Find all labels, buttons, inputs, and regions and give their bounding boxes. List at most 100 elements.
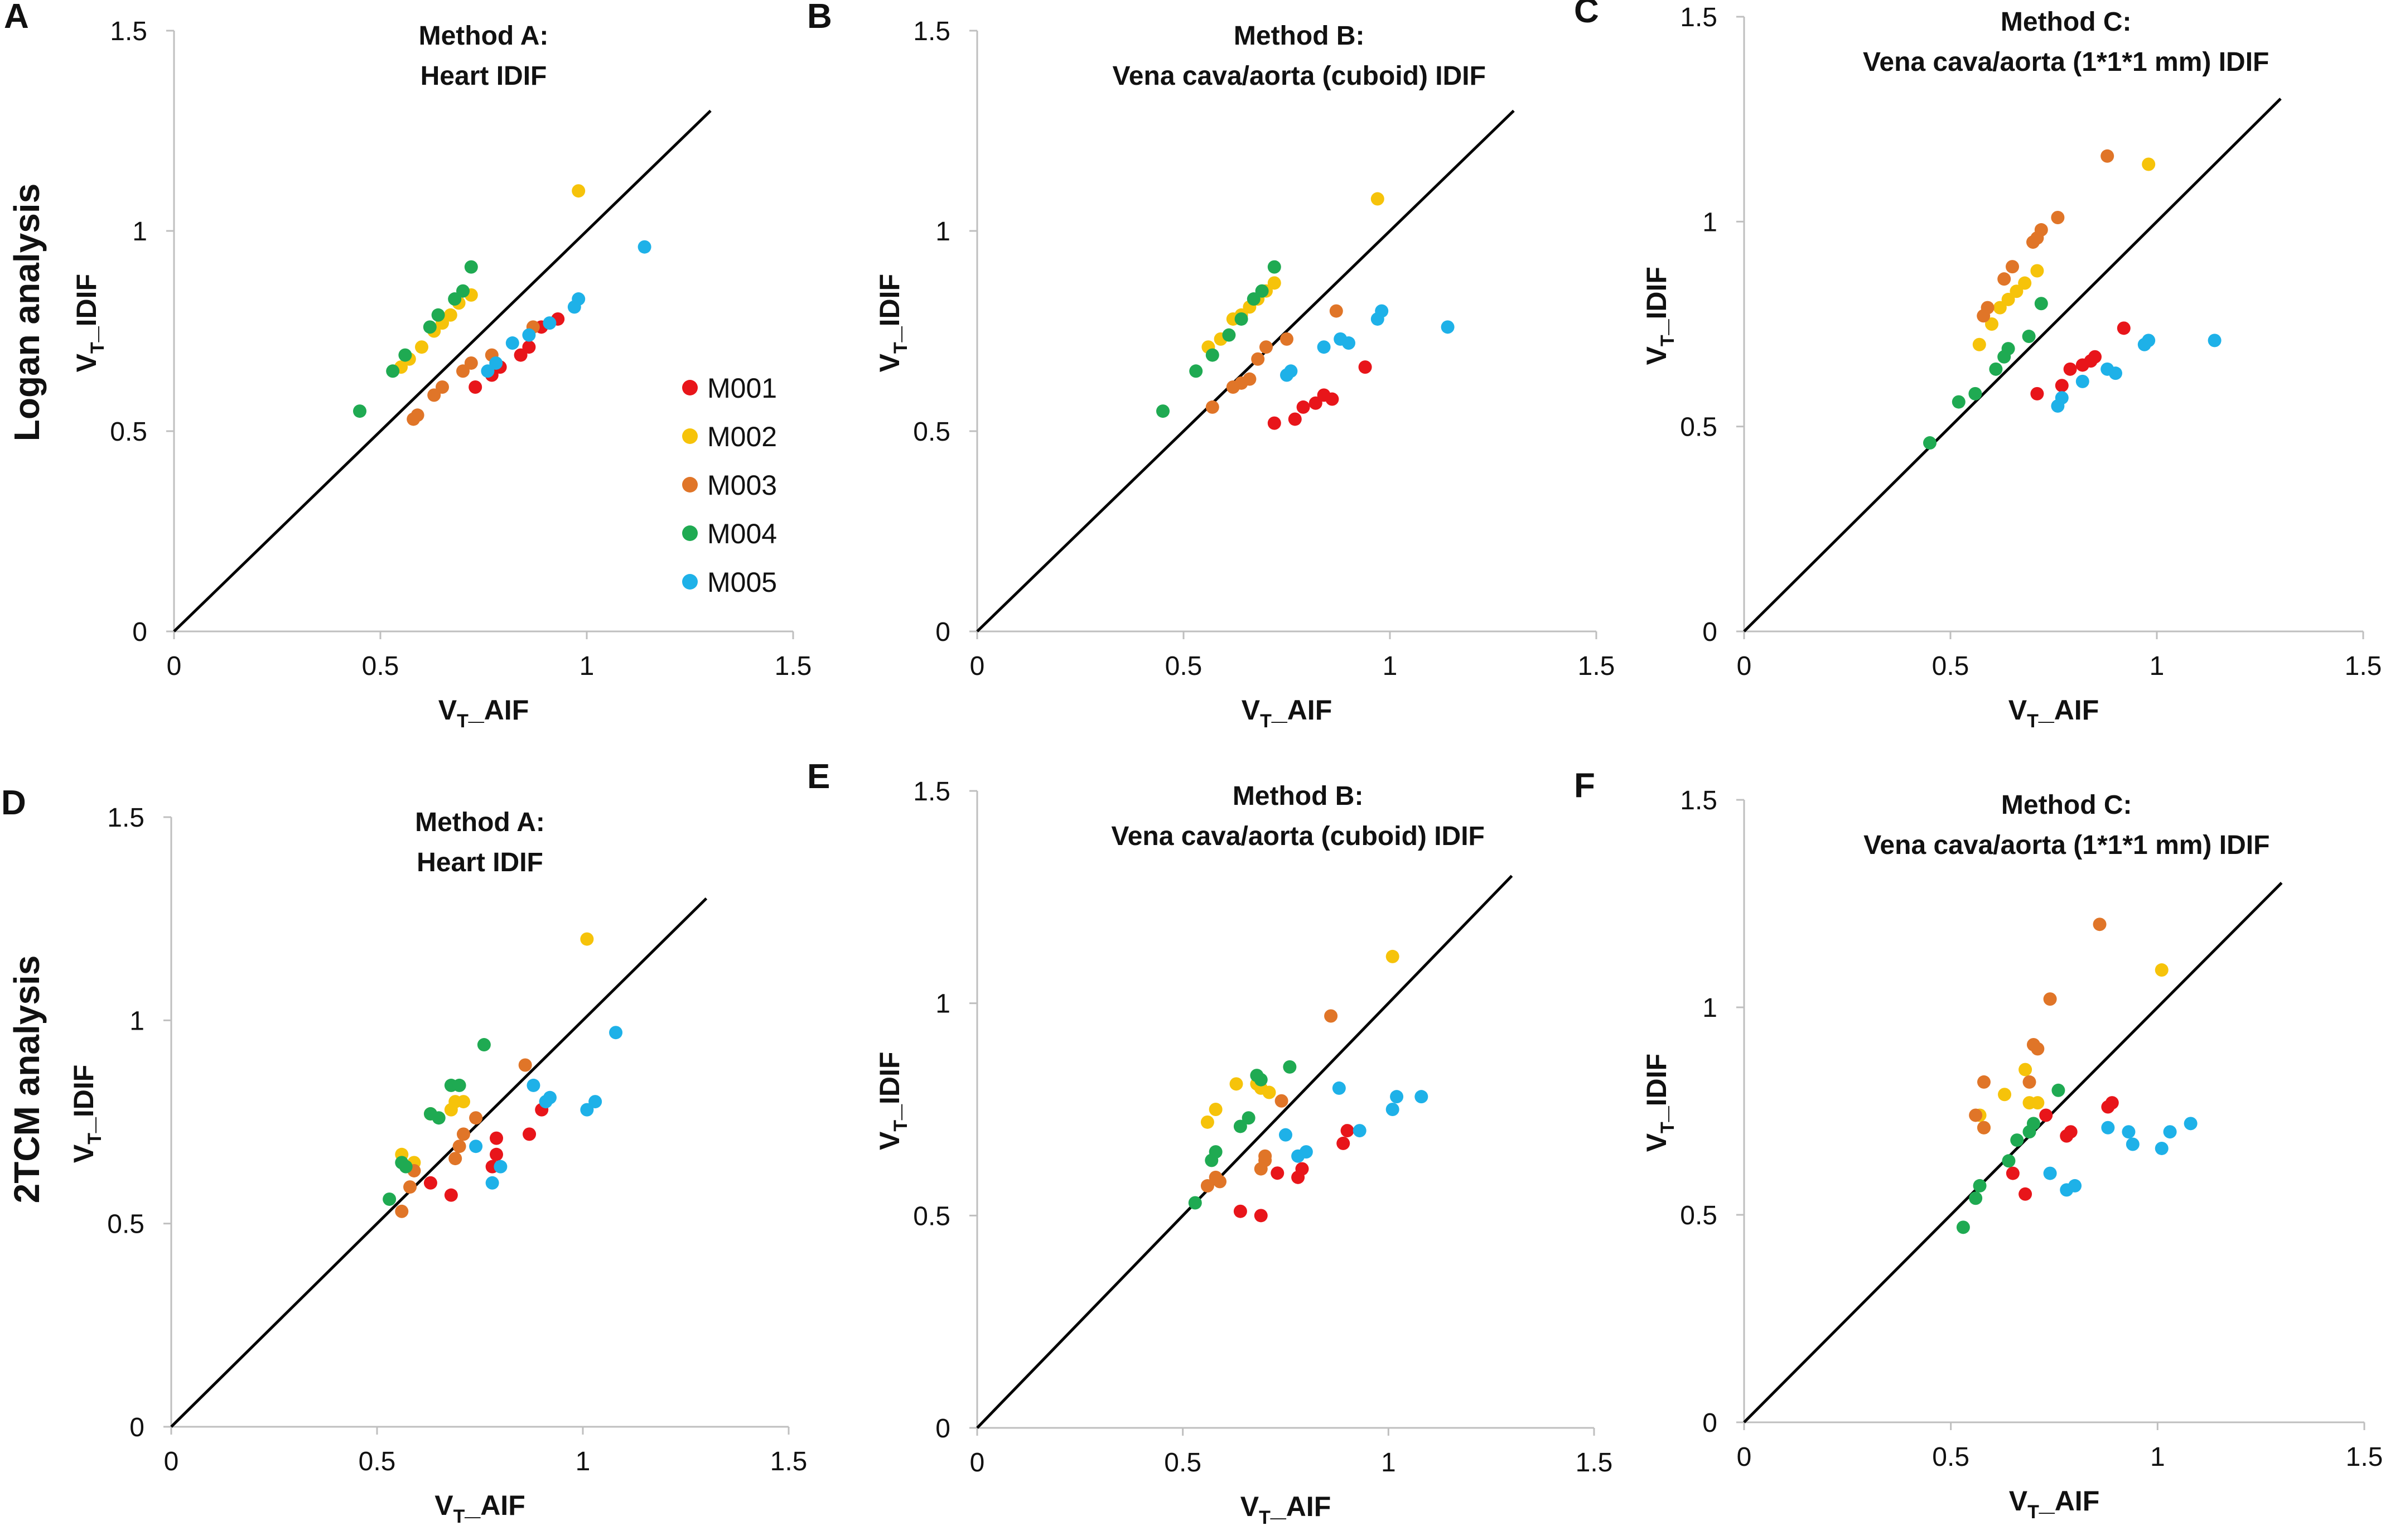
series-m003: [1200, 1009, 1338, 1193]
data-point-m003: [2006, 260, 2019, 274]
data-point-m003: [1977, 1075, 1991, 1089]
data-point-m004: [2010, 1133, 2024, 1147]
data-point-m001: [1233, 1204, 1247, 1218]
data-point-m005: [572, 292, 586, 306]
y-tick-label: 1.5: [110, 17, 147, 46]
x-axis-label-rest: _AIF: [1271, 694, 1332, 726]
x-tick-label: 0.5: [362, 651, 399, 681]
y-tick-label: 1: [935, 989, 950, 1019]
series-m004: [353, 260, 478, 418]
series-m005: [469, 1026, 623, 1190]
y-axis-label: VT_IDIF: [1641, 1054, 1678, 1152]
x-axis-label: VT_AIF: [434, 1490, 525, 1527]
x-axis-label-rest: _AIF: [464, 1490, 525, 1521]
chart-title-line-2: Heart IDIF: [421, 61, 547, 91]
data-point-m001: [2018, 1187, 2032, 1201]
y-tick-label: 0.5: [110, 417, 147, 447]
data-point-m002: [456, 1095, 470, 1109]
y-tick-label: 1: [1702, 993, 1717, 1023]
data-point-m003: [2051, 210, 2065, 224]
y-axis-label-sub: T: [890, 1120, 911, 1132]
data-point-m001: [2063, 362, 2077, 376]
x-axis-label-main: V: [1240, 1491, 1259, 1522]
identity-line: [1743, 882, 2283, 1423]
data-point-m003: [1324, 1009, 1338, 1023]
x-axis-label-sub: T: [1259, 1507, 1271, 1528]
data-point-m003: [1977, 1121, 1991, 1135]
chart-title-line-2: Vena cava/aorta (1*1*1 mm) IDIF: [1863, 47, 2269, 77]
data-point-m005: [2155, 1141, 2169, 1155]
x-axis-label-main: V: [438, 694, 457, 726]
y-axis-label-rest: _IDIF: [874, 1052, 905, 1121]
x-axis-label-sub: T: [453, 1506, 465, 1527]
legend-label-m001: M001: [707, 373, 777, 404]
chart-panel-c: C 0 0.5 1 1.5 0 0.5 1 1.5 Method C: Vena cava/aort…: [1574, 0, 2382, 732]
data-point-m003: [1997, 272, 2011, 286]
y-tick-label: 1: [132, 217, 147, 247]
y-tick-label: 0.5: [913, 417, 950, 447]
y-tick-label: 1.5: [913, 17, 950, 46]
y-tick-label: 1.5: [913, 777, 950, 807]
data-point-m002: [2018, 276, 2032, 290]
data-point-m004: [1956, 1220, 1970, 1234]
data-point-m002: [1200, 1115, 1214, 1129]
data-point-m004: [1247, 292, 1261, 306]
y-axis-label: VT_IDIF: [71, 274, 108, 372]
series-m005: [2051, 334, 2222, 413]
data-point-m003: [518, 1058, 532, 1072]
chart-title-line-1: Method A:: [419, 21, 549, 51]
data-point-m004: [1952, 395, 1966, 409]
data-point-m001: [444, 1188, 458, 1202]
series-m005: [2043, 1117, 2198, 1197]
series-m005: [1280, 304, 1455, 382]
data-point-m005: [2043, 1166, 2057, 1180]
y-axis-label-sub: T: [890, 342, 911, 354]
data-point-m004: [1283, 1060, 1297, 1074]
chart-title-line-1: Method C:: [2001, 790, 2132, 820]
x-tick-label: 0: [164, 1447, 179, 1476]
y-tick-label: 1.5: [107, 803, 144, 833]
data-point-m001: [1254, 1209, 1268, 1223]
data-point-m001: [2105, 1096, 2119, 1110]
series-m001: [2030, 321, 2131, 400]
data-point-m005: [494, 1160, 508, 1174]
data-point-m004: [2034, 297, 2048, 311]
data-point-m003: [1258, 1149, 1272, 1163]
data-point-m001: [523, 1127, 537, 1141]
data-point-m004: [423, 320, 437, 334]
data-point-m005: [1385, 1103, 1399, 1116]
series-m004: [1156, 260, 1281, 418]
x-axis-label-rest: _AIF: [2039, 1485, 2099, 1517]
legend-label-m005: M005: [707, 567, 777, 598]
data-point-m005: [1332, 1081, 1346, 1095]
x-tick-label: 0: [167, 651, 182, 681]
panel-letter-d: D: [1, 784, 26, 822]
data-point-m004: [1205, 348, 1219, 362]
x-axis-label: VT_AIF: [1242, 694, 1332, 732]
series-m002: [1200, 949, 1399, 1129]
y-tick-label: 1: [935, 217, 950, 247]
x-tick-label: 0: [970, 651, 985, 681]
data-point-m004: [2026, 1117, 2040, 1131]
data-point-m003: [2031, 1042, 2045, 1056]
y-axis-label-main: V: [1641, 1133, 1672, 1152]
y-axis-label-main: V: [68, 1144, 99, 1163]
data-point-m005: [2068, 1179, 2082, 1193]
data-point-m004: [386, 364, 400, 378]
data-point-m003: [2043, 992, 2057, 1006]
data-point-m002: [1993, 301, 2007, 315]
data-point-m005: [2055, 391, 2069, 405]
y-tick-label: 0: [1702, 1408, 1717, 1438]
data-point-m005: [527, 1078, 540, 1092]
legend-label-m002: M002: [707, 421, 777, 452]
data-point-m005: [2184, 1117, 2198, 1131]
data-point-m001: [469, 380, 482, 394]
panel-letter-e: E: [807, 757, 830, 796]
x-tick-label: 1.5: [1576, 1448, 1613, 1478]
data-point-m005: [1390, 1090, 1404, 1104]
data-point-m005: [1414, 1090, 1428, 1104]
data-point-m001: [2039, 1108, 2053, 1122]
data-point-m002: [580, 932, 594, 946]
x-axis-label: VT_AIF: [2009, 1485, 2100, 1523]
